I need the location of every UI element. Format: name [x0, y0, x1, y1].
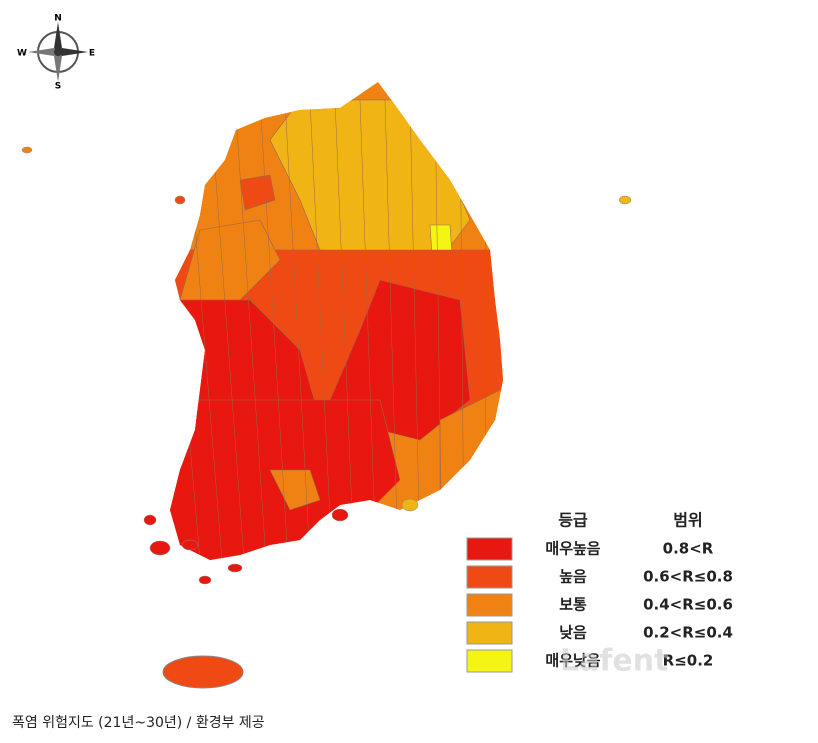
legend-swatch [466, 621, 513, 645]
boundary [209, 99, 245, 560]
island [331, 508, 349, 522]
island [198, 575, 212, 585]
island [174, 195, 186, 205]
legend-header: 등급 [558, 511, 588, 530]
legend-swatch [466, 649, 513, 673]
legend-range: R≤0.2 [663, 652, 714, 670]
jeju [162, 655, 244, 689]
caption: 폭염 위험지도 (21년~30년) / 환경부 제공 [12, 715, 265, 731]
legend-label: 보통 [559, 596, 587, 614]
island [401, 498, 419, 512]
legend-header: 범위 [673, 511, 702, 530]
legend-swatch [466, 565, 513, 589]
boundary [309, 99, 333, 560]
island [181, 539, 199, 551]
island [21, 146, 33, 154]
legend-label: 낮음 [559, 624, 587, 642]
compass: N S W E [17, 14, 95, 92]
boundary [384, 99, 399, 560]
boundary [334, 99, 355, 560]
island [227, 563, 243, 573]
region [179, 219, 281, 301]
island [149, 540, 171, 556]
legend-range: 0.2<R≤0.4 [643, 624, 733, 642]
legend-label: 매우높음 [545, 540, 600, 558]
legend-label: 높음 [559, 568, 587, 586]
legend-range: 0.4<R≤0.6 [643, 596, 733, 614]
legend: 등급 범위 매우높음 0.8<R 높음 0.6<R≤0.8 보통 0.4<R≤0.6 낮음 0… [466, 511, 733, 673]
boundary [284, 99, 311, 560]
boundary [359, 99, 377, 560]
compass-w: W [17, 49, 27, 59]
legend-range: 0.6<R≤0.8 [643, 568, 733, 586]
compass-s: S [55, 82, 61, 92]
compass-e: E [89, 49, 95, 59]
boundary [434, 99, 443, 560]
boundary [409, 99, 421, 560]
compass-n: N [54, 14, 62, 24]
legend-swatch [466, 537, 513, 561]
legend-range: 0.8<R [663, 540, 714, 558]
boundary [234, 99, 267, 560]
legend-swatch [466, 593, 513, 617]
legend-label: 매우낮음 [545, 652, 600, 670]
map: N S W E 등급 범위 매우높음 0.8<R 높음 0.6<R≤0.8 보통 0.4<… [17, 14, 733, 689]
region [269, 469, 321, 511]
boundary [259, 99, 289, 560]
islands [21, 146, 632, 585]
island [143, 514, 157, 526]
watermark: Lafent [560, 644, 668, 679]
island [618, 195, 632, 205]
